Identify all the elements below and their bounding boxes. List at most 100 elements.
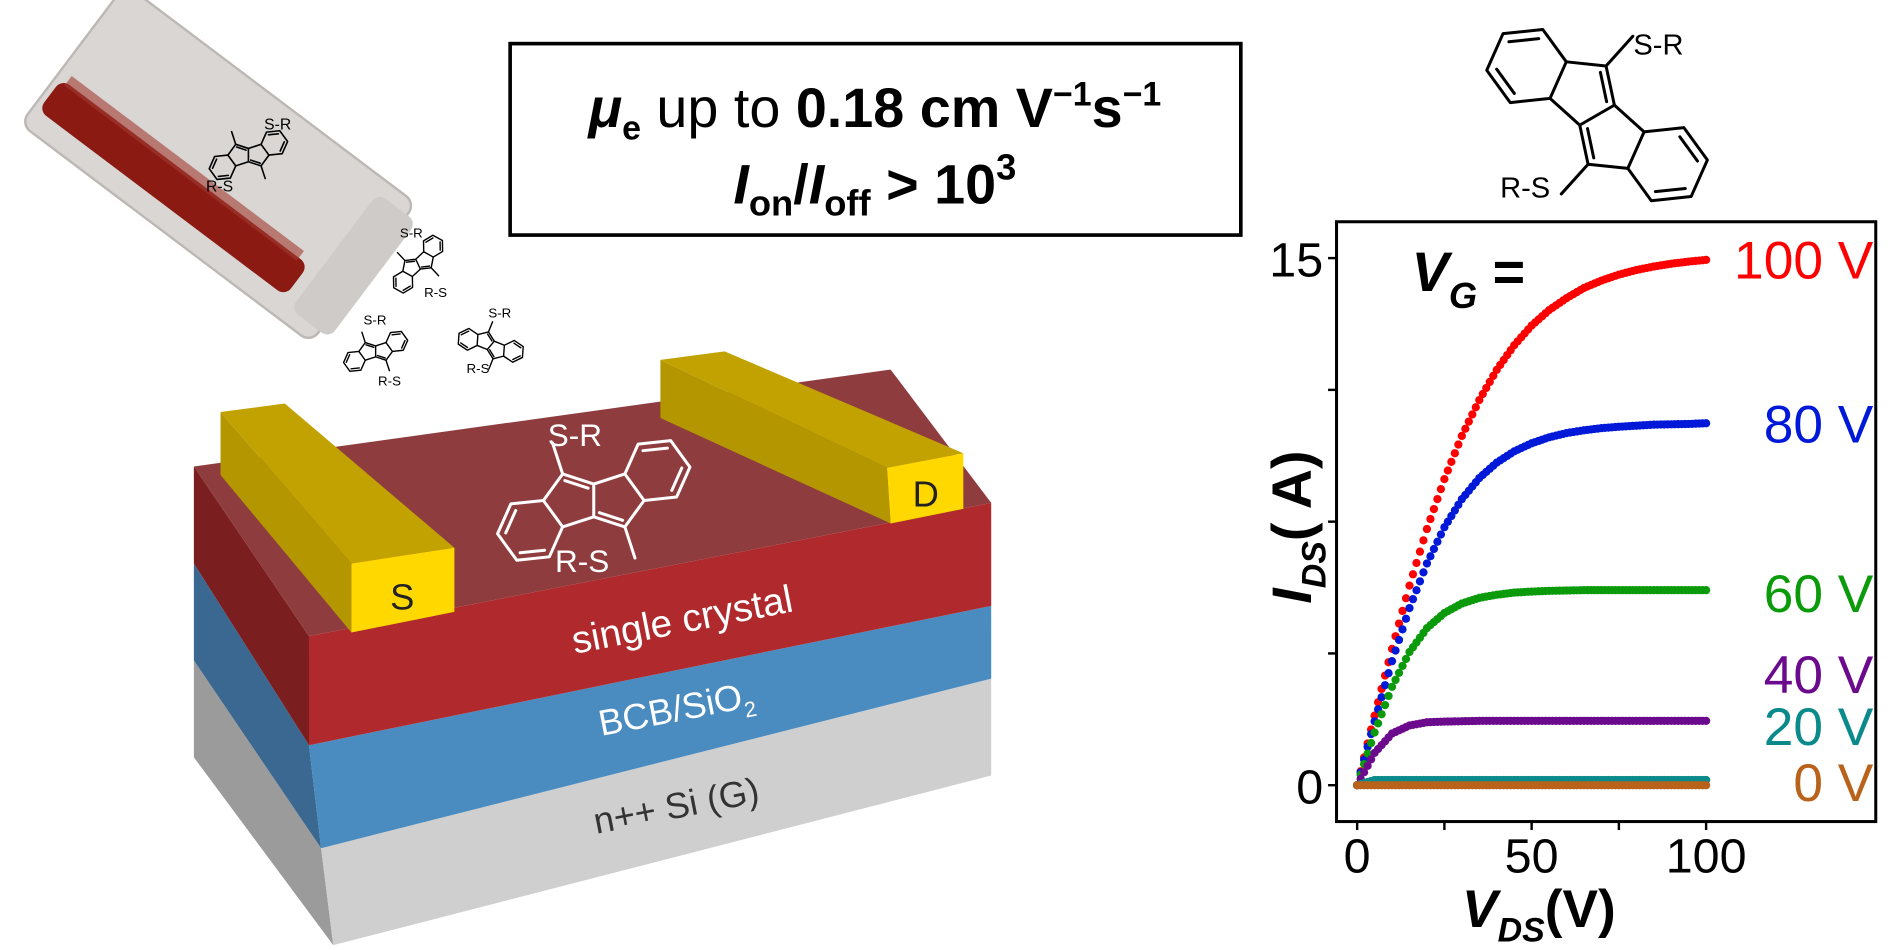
substituent-label: R-S bbox=[1500, 173, 1550, 205]
data-point bbox=[1391, 675, 1400, 684]
data-point bbox=[1702, 781, 1711, 790]
x-axis-label: VDS(V) bbox=[1462, 880, 1616, 950]
y-tick-label: 0 bbox=[1296, 760, 1323, 814]
vial-photo bbox=[24, 0, 413, 340]
series-40v bbox=[1353, 716, 1711, 790]
data-point bbox=[1426, 552, 1435, 561]
data-point bbox=[1387, 657, 1397, 666]
data-point bbox=[1373, 719, 1383, 728]
data-point bbox=[1464, 417, 1473, 426]
data-point bbox=[1394, 635, 1404, 645]
data-point bbox=[1391, 646, 1400, 655]
data-point bbox=[1457, 431, 1466, 441]
data-point bbox=[1443, 466, 1452, 475]
source-electrode: S bbox=[220, 403, 455, 633]
data-point bbox=[1366, 755, 1376, 764]
substituent-label: R-S bbox=[467, 361, 490, 376]
data-point bbox=[1436, 484, 1446, 494]
data-point bbox=[1482, 383, 1491, 393]
substituent-label: S-R bbox=[1633, 30, 1683, 62]
data-point bbox=[1429, 544, 1439, 554]
data-point bbox=[1415, 577, 1425, 586]
data-point bbox=[1412, 558, 1421, 568]
series-label-40v: 40 V bbox=[1764, 646, 1874, 705]
data-point bbox=[1394, 668, 1404, 678]
data-point bbox=[1398, 625, 1407, 634]
substituent-label: R-S bbox=[206, 178, 233, 195]
crystal-layer-side bbox=[193, 466, 309, 746]
data-point bbox=[1419, 536, 1428, 545]
series-0v bbox=[1353, 781, 1711, 790]
substituent-label: S-R bbox=[548, 417, 602, 453]
data-point bbox=[1387, 682, 1397, 691]
data-point bbox=[1377, 710, 1386, 719]
series-100v bbox=[1353, 255, 1711, 790]
data-point bbox=[1405, 603, 1414, 613]
data-point bbox=[1384, 691, 1393, 701]
data-point bbox=[1436, 530, 1446, 539]
data-point bbox=[1360, 768, 1369, 777]
data-point bbox=[1370, 728, 1379, 737]
data-point bbox=[1433, 537, 1442, 546]
legend-title: VG = bbox=[1412, 241, 1525, 316]
series-label-80v: 80 V bbox=[1764, 395, 1874, 454]
data-point bbox=[1408, 595, 1418, 604]
data-point bbox=[1454, 440, 1463, 449]
data-point bbox=[1398, 661, 1407, 671]
data-point bbox=[1366, 738, 1376, 748]
substituent-label: S-R bbox=[488, 305, 511, 320]
data-point bbox=[1468, 410, 1477, 419]
data-point bbox=[1363, 761, 1372, 770]
data-point bbox=[1702, 419, 1711, 428]
data-point bbox=[1471, 403, 1480, 412]
substituent-label: S-R bbox=[364, 313, 387, 328]
x-tick-label: 100 bbox=[1666, 829, 1747, 883]
series-label-0v: 0 V bbox=[1793, 754, 1873, 813]
transistor-device: S-R R-S S D single crystal BCB/SiO2 n++ … bbox=[193, 351, 992, 946]
series-60v bbox=[1353, 586, 1711, 790]
data-point bbox=[1419, 568, 1428, 577]
x-tick-label: 50 bbox=[1505, 829, 1559, 883]
crystal-molecule: S-R R-S bbox=[498, 417, 690, 579]
data-point bbox=[1422, 524, 1432, 534]
substituent-label: S-R bbox=[400, 225, 423, 240]
gate-layer-front bbox=[321, 678, 992, 946]
series-label-100v: 100 V bbox=[1734, 232, 1874, 291]
crystal-layer-front bbox=[308, 502, 992, 746]
data-point bbox=[1478, 389, 1487, 399]
dielectric-layer-front bbox=[308, 605, 992, 849]
data-point bbox=[1401, 614, 1411, 623]
data-point bbox=[1401, 594, 1411, 603]
x-tick-label: 0 bbox=[1344, 829, 1371, 883]
data-point bbox=[1440, 475, 1449, 484]
falling-molecule: S-R R-S bbox=[453, 305, 528, 381]
data-point bbox=[1405, 581, 1414, 590]
headline-box: μe up to 0.18 cm V−1s−1 Ion/Ioff > 103 bbox=[508, 41, 1243, 237]
data-point bbox=[1489, 371, 1498, 381]
data-point bbox=[1408, 570, 1418, 579]
source-label: S bbox=[390, 577, 414, 618]
data-points bbox=[1353, 255, 1711, 790]
data-point bbox=[1398, 606, 1407, 616]
data-point bbox=[1401, 654, 1411, 664]
data-point bbox=[1377, 693, 1386, 702]
data-point bbox=[1461, 424, 1470, 433]
series-label-20v: 20 V bbox=[1764, 698, 1874, 757]
data-point bbox=[1702, 586, 1711, 595]
substituent-label: R-S bbox=[424, 285, 447, 300]
data-point bbox=[1412, 586, 1421, 595]
substituent-label: R-S bbox=[555, 543, 609, 579]
dielectric-layer-side bbox=[193, 563, 322, 849]
data-point bbox=[1450, 449, 1459, 458]
series-label-60v: 60 V bbox=[1764, 565, 1874, 624]
molecule-in-vial: S-R R-S bbox=[206, 117, 291, 195]
data-point bbox=[1433, 494, 1442, 504]
falling-molecule: S-R R-S bbox=[344, 313, 408, 388]
data-point bbox=[1429, 504, 1439, 514]
substituent-label: S-R bbox=[264, 117, 291, 134]
mobility-text: μe up to 0.18 cm V−1s−1 bbox=[586, 75, 1161, 147]
data-point bbox=[1380, 700, 1390, 710]
y-tick-label: 15 bbox=[1269, 233, 1323, 287]
data-point bbox=[1485, 377, 1494, 387]
